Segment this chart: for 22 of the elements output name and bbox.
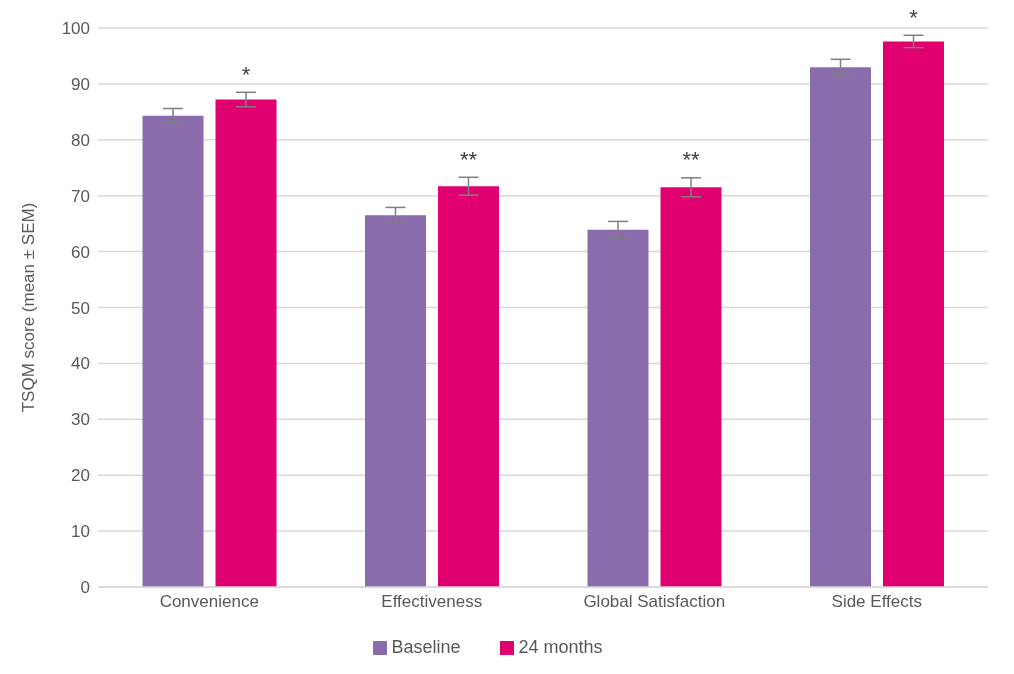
- annotation: **: [682, 147, 700, 173]
- annotation: *: [909, 4, 919, 30]
- x-tick-label: Effectiveness: [381, 592, 483, 612]
- x-tick-label: Convenience: [159, 592, 259, 612]
- y-tick-label: 10: [71, 522, 90, 542]
- y-tick-label: 30: [71, 410, 90, 430]
- x-tick-label: Global Satisfaction: [583, 592, 726, 612]
- legend-label: Baseline: [391, 637, 461, 657]
- y-axis-title: TSQM score (mean ± SEM): [19, 202, 39, 413]
- y-tick-label: 40: [71, 354, 90, 374]
- y-tick-label: 0: [80, 578, 90, 598]
- y-tick-label: 60: [71, 242, 90, 262]
- y-tick-label: 80: [71, 130, 90, 150]
- y-tick-label: 20: [71, 466, 90, 486]
- y-tick-label: 90: [71, 74, 90, 94]
- y-tick-label: 50: [71, 298, 90, 318]
- annotation: **: [459, 146, 478, 172]
- annotation: *: [241, 61, 251, 87]
- legend-label: 24 months: [518, 637, 603, 657]
- x-tick-label: Side Effects: [831, 592, 922, 612]
- y-tick-label: 100: [61, 19, 90, 39]
- y-tick-label: 70: [71, 186, 90, 206]
